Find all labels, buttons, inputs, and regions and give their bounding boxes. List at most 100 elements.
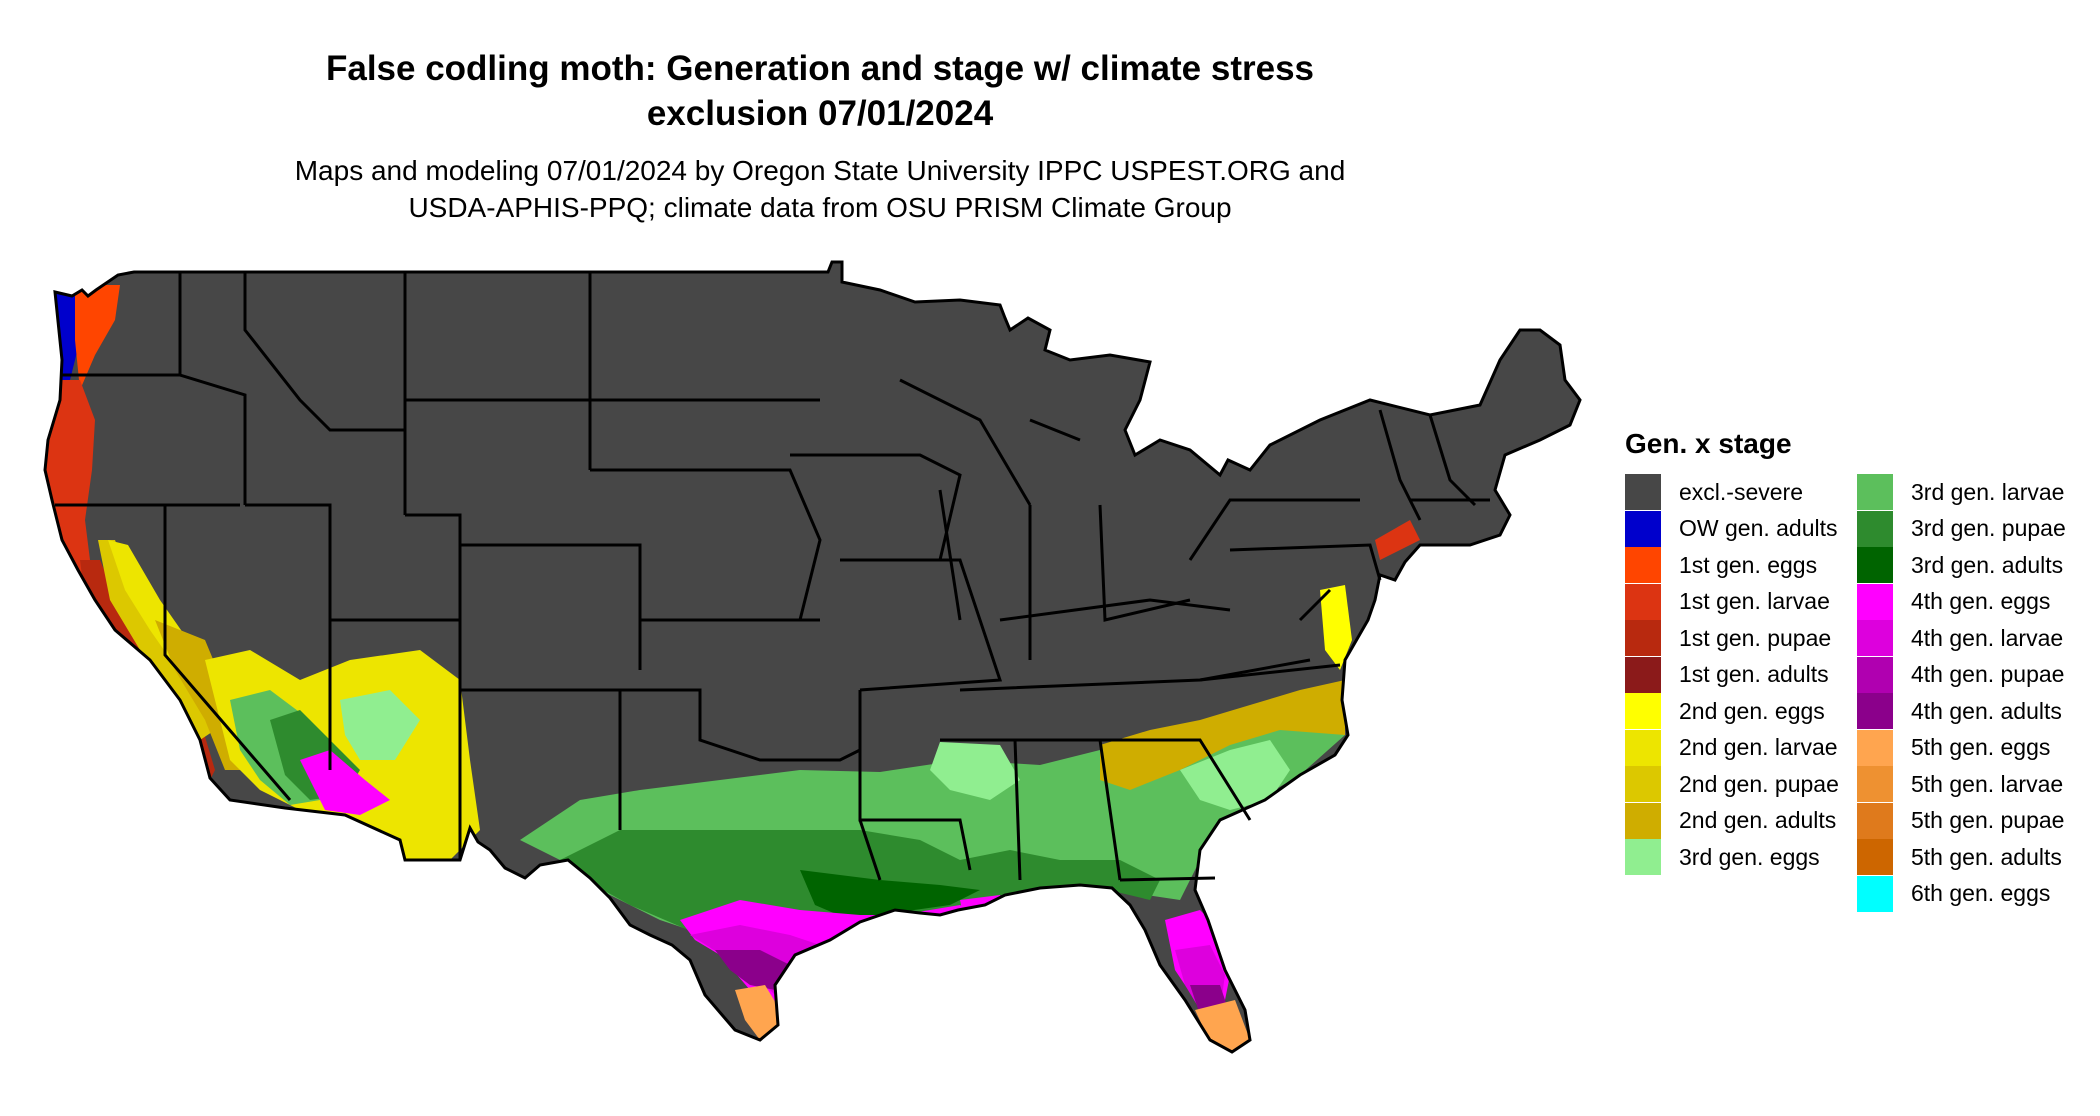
legend-label: 2nd gen. eggs xyxy=(1679,697,1825,724)
legend-label: 3rd gen. pupae xyxy=(1911,515,2066,542)
legend-swatch xyxy=(1857,656,1893,693)
legend-label: 4th gen. larvae xyxy=(1911,624,2064,651)
legend-swatch xyxy=(1625,510,1661,547)
legend-swatch xyxy=(1625,693,1661,730)
zone-3rd-eggs-sw xyxy=(340,690,420,760)
zone-3rd-eggs-south xyxy=(930,742,1020,800)
zone-1st-larvae-nj xyxy=(1375,520,1420,560)
legend-swatch xyxy=(1857,693,1893,730)
us-phenology-map xyxy=(43,260,1582,1054)
legend-swatch xyxy=(1857,802,1893,839)
border-mo-ar xyxy=(840,558,1003,692)
legend-swatch xyxy=(1625,583,1661,620)
legend-item: 4th gen. adults xyxy=(1857,693,2089,730)
zone-4th-eggs-louisiana xyxy=(960,895,1010,930)
legend-swatch xyxy=(1857,620,1893,657)
legend-swatch xyxy=(1625,547,1661,584)
zone-5th-eggs-florida xyxy=(1195,1000,1250,1052)
map-subtitle-line-2: USDA-APHIS-PPQ; climate data from OSU PR… xyxy=(408,192,1232,223)
zone-5th-eggs-texas xyxy=(735,985,780,1040)
legend-swatch xyxy=(1857,583,1893,620)
map-title-line-1: False codling moth: Generation and stage… xyxy=(325,49,1315,88)
legend-label: 4th gen. eggs xyxy=(1911,588,2051,615)
border-co-ks xyxy=(460,543,820,670)
legend-item: excl.-severe xyxy=(1625,474,1857,511)
border-pa-ny xyxy=(1188,498,1382,581)
legend-swatch xyxy=(1625,474,1661,511)
legend-swatch xyxy=(1625,802,1661,839)
map-legend: Gen. x stage excl.-severe OW gen. adults 1… xyxy=(1625,428,2089,912)
legend-label: 6th gen. eggs xyxy=(1911,880,2051,907)
legend-item: 1st gen. eggs xyxy=(1625,547,1857,584)
legend-item: 1st gen. adults xyxy=(1625,656,1857,694)
legend-label: 4th gen. adults xyxy=(1911,697,2062,724)
legend-label: 1st gen. adults xyxy=(1679,661,1829,688)
legend-swatch xyxy=(1625,656,1661,693)
legend-item: 2nd gen. eggs xyxy=(1625,693,1857,730)
legend-swatch xyxy=(1625,839,1661,876)
legend-swatch xyxy=(1857,729,1893,766)
legend-item: 4th gen. larvae xyxy=(1857,620,2089,657)
border-ar-la xyxy=(858,690,972,881)
legend-label: 2nd gen. larvae xyxy=(1679,734,1838,761)
legend-label: 3rd gen. larvae xyxy=(1911,478,2065,505)
legend-item: 2nd gen. adults xyxy=(1625,802,1857,840)
legend-swatch xyxy=(1857,510,1893,547)
zone-2nd-eggs-chesapeake xyxy=(1320,585,1352,670)
legend-label: 1st gen. eggs xyxy=(1679,551,1818,578)
border-ne xyxy=(590,468,822,621)
zone-4th-eggs-sw xyxy=(300,750,390,815)
border-id-mt xyxy=(243,272,405,432)
border-mi-wi xyxy=(899,378,1081,506)
legend-columns: excl.-severe OW gen. adults 1st gen. eggs 1… xyxy=(1625,474,2089,912)
legend-item: 5th gen. pupae xyxy=(1857,802,2089,840)
zone-2nd-adults-carolinas xyxy=(1100,680,1345,790)
legend-item: 3rd gen. eggs xyxy=(1625,839,1857,876)
border-mt-wy-dakotas xyxy=(403,272,820,515)
legend-label: 5th gen. pupae xyxy=(1911,807,2065,834)
state-borders xyxy=(43,260,1582,1054)
border-new-england xyxy=(1378,409,1490,521)
legend-swatch xyxy=(1857,875,1893,912)
map-title: False codling moth: Generation and stage… xyxy=(90,46,1550,136)
legend-item: 2nd gen. pupae xyxy=(1625,766,1857,803)
legend-title: Gen. x stage xyxy=(1625,428,1792,459)
border-va-nc xyxy=(1199,588,1341,682)
legend-label: 2nd gen. pupae xyxy=(1679,770,1839,797)
legend-item: 1st gen. pupae xyxy=(1625,620,1857,657)
legend-item: 1st gen. larvae xyxy=(1625,583,1857,621)
legend-label: 5th gen. larvae xyxy=(1911,770,2064,797)
border-ga-fl xyxy=(1100,738,1252,882)
zone-1st-eggs-wa xyxy=(75,285,120,390)
border-il-in-oh xyxy=(938,489,1191,660)
legend-item: 5th gen. eggs xyxy=(1857,729,2089,767)
legend-label: 1st gen. larvae xyxy=(1679,588,1830,615)
legend-swatch xyxy=(1625,766,1661,803)
legend-label: 4th gen. pupae xyxy=(1911,661,2065,688)
legend-item: 6th gen. eggs xyxy=(1857,875,2089,913)
legend-swatch xyxy=(1625,620,1661,657)
legend-swatch xyxy=(1857,839,1893,876)
legend-label: 3rd gen. adults xyxy=(1911,551,2064,578)
legend-swatch xyxy=(1625,729,1661,766)
legend-item: 3rd gen. adults xyxy=(1857,547,2089,584)
legend-item: 5th gen. larvae xyxy=(1857,766,2089,803)
legend-label: 3rd gen. eggs xyxy=(1679,843,1820,870)
legend-column-2: 3rd gen. larvae 3rd gen. pupae 3rd gen. ad… xyxy=(1857,474,2089,912)
legend-label: 5th gen. eggs xyxy=(1911,734,2051,761)
border-ok xyxy=(620,688,861,762)
map-subtitle-line-1: Maps and modeling 07/01/2024 by Oregon S… xyxy=(294,155,1346,186)
zone-3rd-adults-south xyxy=(800,870,980,920)
legend-label: OW gen. adults xyxy=(1679,515,1838,542)
legend-swatch xyxy=(1857,766,1893,803)
legend-label: 2nd gen. adults xyxy=(1679,807,1837,834)
legend-item: 3rd gen. pupae xyxy=(1857,510,2089,548)
legend-item: 5th gen. adults xyxy=(1857,839,2089,876)
map-title-line-2: exclusion 07/01/2024 xyxy=(646,94,994,133)
legend-label: 1st gen. pupae xyxy=(1679,624,1832,651)
legend-item: OW gen. adults xyxy=(1625,510,1857,548)
legend-column-1: excl.-severe OW gen. adults 1st gen. eggs 1… xyxy=(1625,474,1857,912)
legend-item: 3rd gen. larvae xyxy=(1857,474,2089,511)
legend-label: 5th gen. adults xyxy=(1911,843,2062,870)
zone-3rd-eggs-carolinas xyxy=(1180,740,1290,810)
